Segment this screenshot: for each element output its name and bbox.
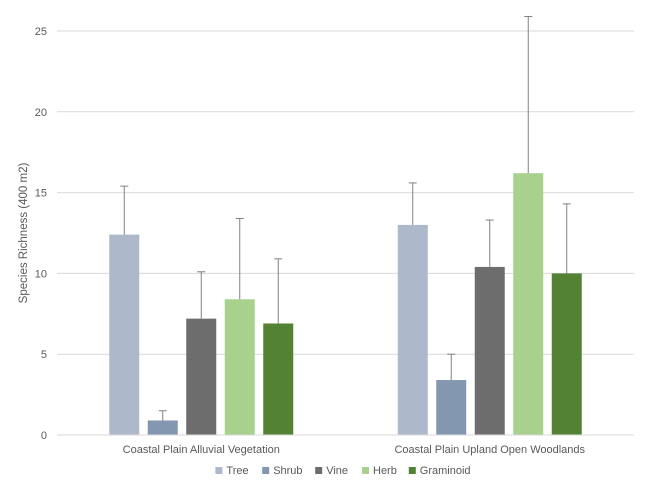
y-axis-ticks: 0 5 10 15 20 25 xyxy=(35,26,47,442)
y-tick-label: 10 xyxy=(35,268,47,280)
y-tick-label: 5 xyxy=(41,349,47,361)
legend-swatch xyxy=(215,467,223,474)
bar-vine xyxy=(186,318,217,435)
y-tick-label: 25 xyxy=(35,26,47,38)
legend-label: Shrub xyxy=(273,465,302,477)
bar-shrub xyxy=(147,420,178,435)
error-bar-vine xyxy=(197,271,206,319)
legend-swatch xyxy=(262,467,270,474)
legend-item-vine: Vine xyxy=(315,465,348,477)
bar-tree xyxy=(397,224,428,435)
x-category-label: Coastal Plain Upland Open Woodlands xyxy=(394,444,585,456)
x-axis-categories: Coastal Plain Alluvial Vegetation Coastal… xyxy=(123,444,586,456)
legend-swatch xyxy=(362,467,369,474)
bar-herb xyxy=(513,173,544,435)
error-bar-tree xyxy=(408,182,417,225)
bar-graminoid xyxy=(263,323,294,435)
error-bar-herb xyxy=(235,217,244,300)
gridlines xyxy=(57,30,634,355)
bar-herb xyxy=(224,299,255,435)
y-tick-label: 0 xyxy=(41,430,47,442)
legend-item-graminoid: Graminoid xyxy=(408,465,471,477)
error-bar-graminoid xyxy=(562,203,571,274)
error-bars xyxy=(120,15,571,421)
bar-vine xyxy=(474,266,505,435)
legend-item-herb: Herb xyxy=(362,465,397,477)
y-tick-label: 15 xyxy=(35,188,47,200)
bar-tree xyxy=(109,234,140,435)
legend-label: Graminoid xyxy=(420,465,471,477)
x-category-label: Coastal Plain Alluvial Vegetation xyxy=(123,444,280,456)
error-bar-shrub xyxy=(158,410,167,421)
error-bar-graminoid xyxy=(274,258,283,324)
bar-shrub xyxy=(436,380,467,435)
legend-item-shrub: Shrub xyxy=(262,465,303,477)
bars xyxy=(109,173,582,435)
legend-label: Tree xyxy=(226,465,248,477)
error-bar-shrub xyxy=(447,353,456,381)
legend-swatch xyxy=(408,467,416,474)
y-tick-label: 20 xyxy=(35,107,47,119)
y-axis-title: Species Richness (400 m2) xyxy=(18,163,30,304)
error-bar-vine xyxy=(485,219,494,267)
legend-swatch xyxy=(315,467,323,474)
legend-label: Herb xyxy=(373,465,397,477)
error-bar-herb xyxy=(524,15,533,174)
legend: Tree Shrub Vine Herb Graminoid xyxy=(215,465,471,477)
legend-label: Vine xyxy=(326,465,348,477)
error-bar-tree xyxy=(120,185,129,235)
legend-item-tree: Tree xyxy=(215,465,249,477)
bar-graminoid xyxy=(551,273,582,435)
